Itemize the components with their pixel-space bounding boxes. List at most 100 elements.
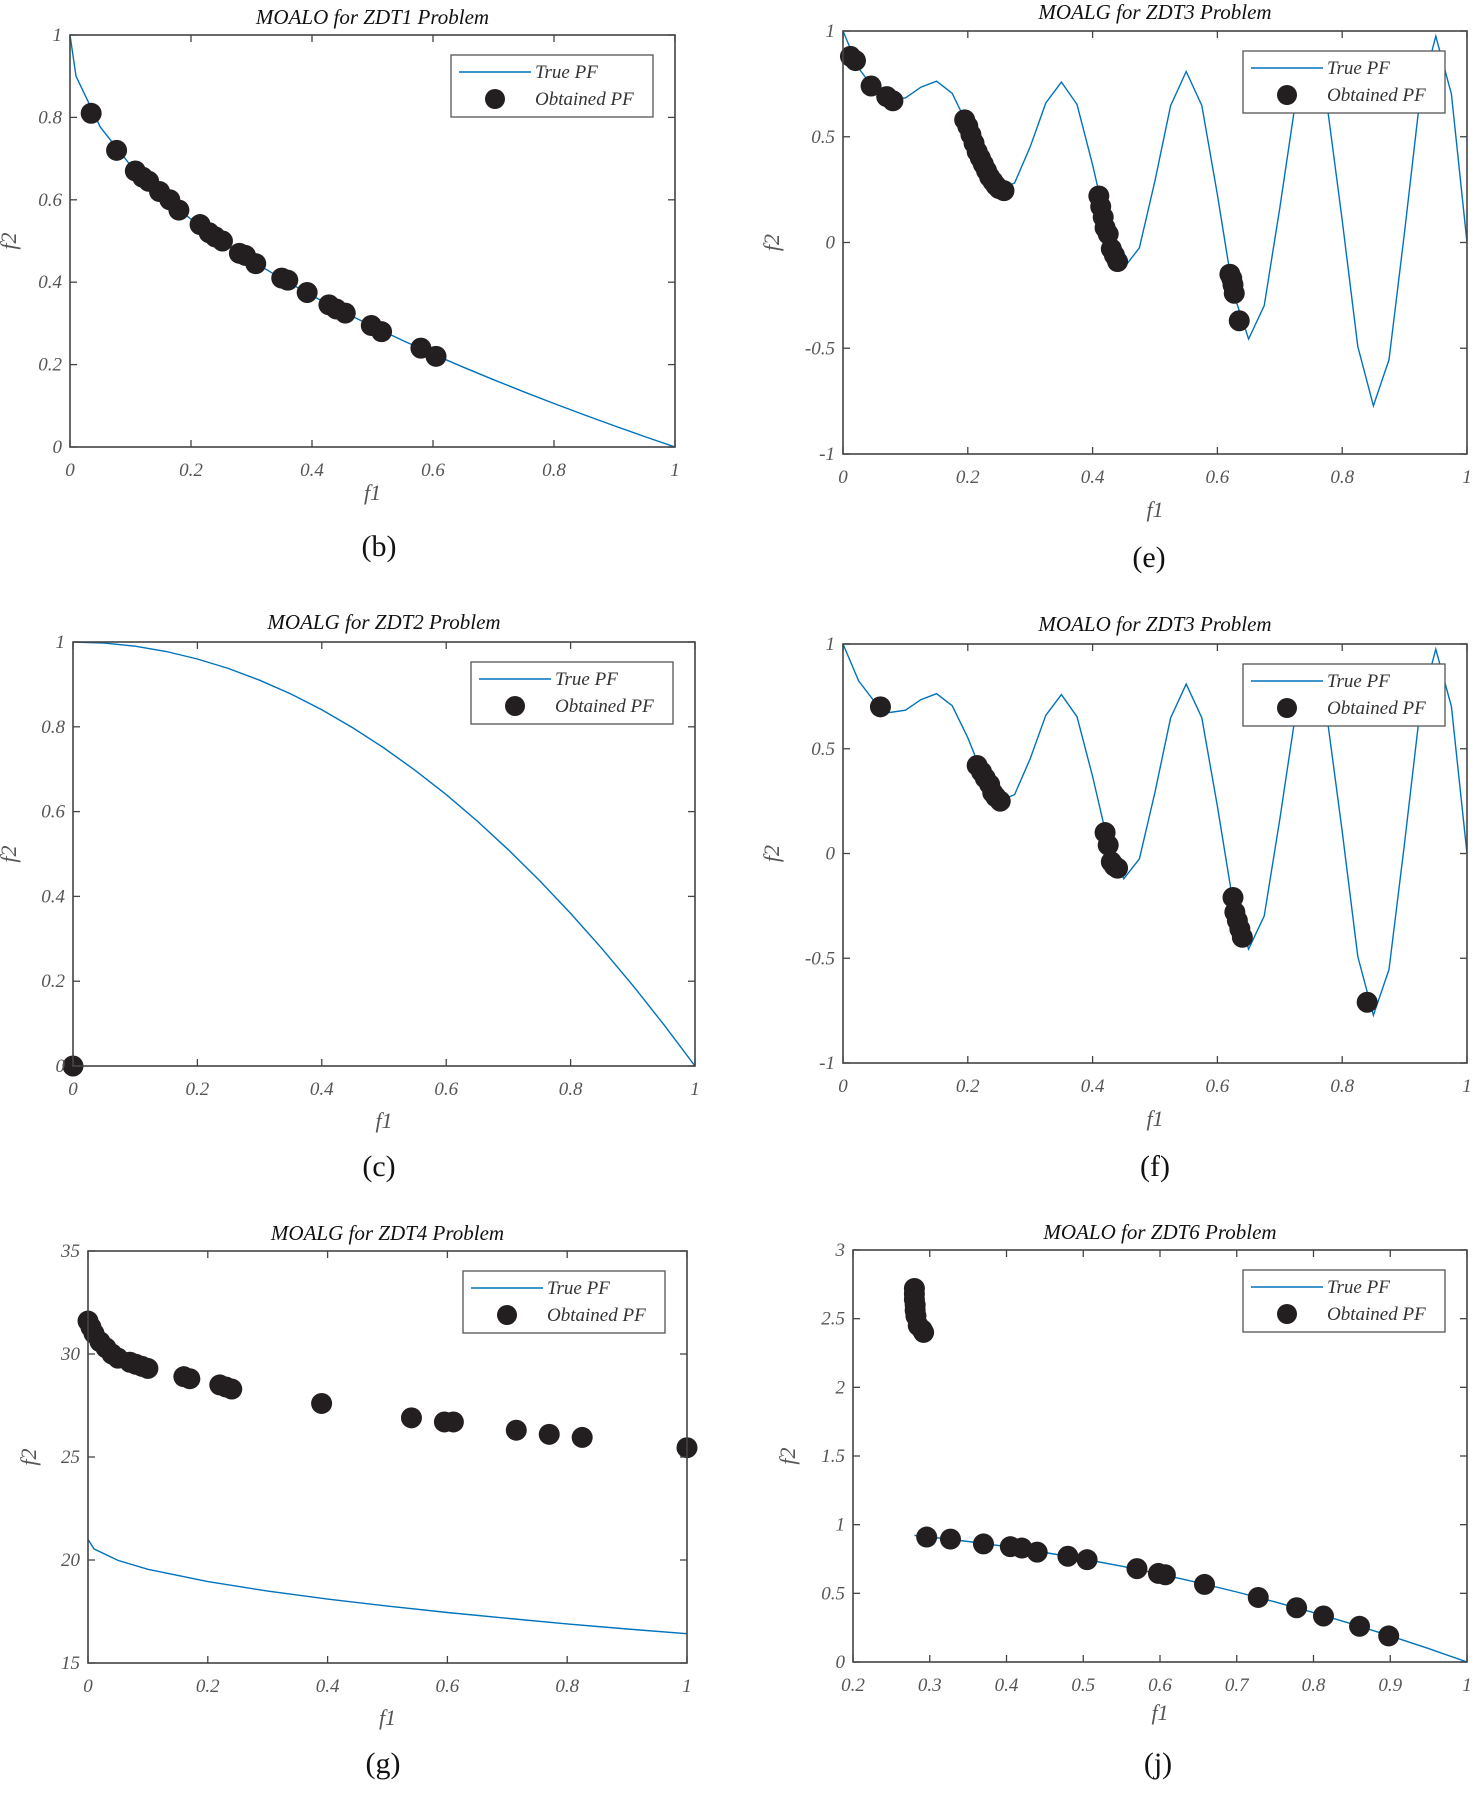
x-tick-label: 0.6 <box>1206 467 1230 488</box>
obtained-pf-point <box>844 50 866 72</box>
obtained-pf-point <box>277 269 299 291</box>
axes-box <box>69 34 676 448</box>
subfigure-label: (b) <box>362 530 397 563</box>
legend-label-true-pf: True PF <box>535 62 598 83</box>
x-tick-label: 1 <box>1462 467 1472 488</box>
y-tick-label: 1 <box>826 634 836 655</box>
obtained-pf-point <box>1194 1573 1216 1595</box>
obtained-pf-point <box>334 302 356 324</box>
x-tick-label: 0.9 <box>1378 1675 1402 1696</box>
x-tick-label: 0.6 <box>436 1676 460 1697</box>
obtained-pf-point <box>1223 282 1245 304</box>
chart-title: MOALO for ZDT1 Problem <box>255 5 489 29</box>
obtained-pf-point <box>1076 1549 1098 1571</box>
x-tick-label: 0.4 <box>316 1676 340 1697</box>
y-tick-label: 30 <box>60 1344 81 1365</box>
x-tick-label: 0.8 <box>1330 1076 1354 1097</box>
legend-box <box>450 54 654 118</box>
legend: True PF Obtained PF <box>470 661 674 725</box>
legend-marker-swatch <box>1277 1304 1297 1324</box>
subplot-c: MOALG for ZDT2 Problem 0 0.2 0.4 0.6 0.8 1 0 0.2… <box>0 610 700 1183</box>
legend-marker-swatch <box>1277 85 1297 105</box>
obtained-pf-point <box>1247 1586 1269 1608</box>
x-axis-label: f1 <box>379 1705 396 1730</box>
y-tick-label: 0.8 <box>41 717 65 738</box>
y-tick-label: 1 <box>56 632 66 653</box>
obtained-pf-point <box>106 139 128 161</box>
x-tick-label: 0.6 <box>1206 1076 1230 1097</box>
y-tick-label: -1 <box>819 1053 835 1074</box>
chart-title: MOALO for ZDT3 Problem <box>1037 612 1271 636</box>
x-tick-label: 0.3 <box>918 1675 942 1696</box>
obtained-pf-point <box>916 1526 938 1548</box>
x-tick-label: 0.8 <box>555 1676 579 1697</box>
obtained-pf-point <box>1312 1605 1334 1627</box>
obtained-pf-point <box>442 1411 464 1433</box>
y-tick-label: 0.2 <box>38 355 62 376</box>
x-tick-label: 0.6 <box>421 460 445 481</box>
obtained-pf-point <box>296 282 318 303</box>
x-tick-label: 0.8 <box>542 460 566 481</box>
x-axis-label: f1 <box>375 1108 392 1133</box>
obtained-pf-point <box>1356 991 1378 1013</box>
legend-label-true-pf: True PF <box>1327 58 1390 79</box>
obtained-pf-point <box>860 75 882 97</box>
y-tick-label: 35 <box>60 1241 80 1262</box>
subplot-e: MOALG for ZDT3 Problem 0 0.2 0.4 0.6 0.8 1 -1 -0… <box>759 0 1472 574</box>
obtained-pf-point <box>1097 834 1119 856</box>
obtained-pf-point <box>400 1407 422 1429</box>
y-tick-label: 15 <box>61 1653 80 1674</box>
y-tick-label: 0.4 <box>38 272 62 293</box>
subfigure-label: (j) <box>1144 1747 1172 1780</box>
subfigure-label: (f) <box>1140 1150 1170 1183</box>
y-tick-label: 0 <box>56 1056 66 1077</box>
y-tick-label: 2 <box>836 1377 846 1398</box>
obtained-pf-point <box>989 790 1011 812</box>
subfigure-label: (c) <box>362 1150 395 1183</box>
y-tick-label: 0 <box>53 437 63 458</box>
legend: True PF Obtained PF <box>1242 50 1446 114</box>
x-tick-label: 0 <box>68 1079 78 1100</box>
y-tick-label: 0.5 <box>811 739 835 760</box>
y-axis-label: f2 <box>0 232 21 249</box>
legend-label-obtained-pf: Obtained PF <box>1327 698 1426 719</box>
y-tick-label: 0 <box>826 844 836 865</box>
obtained-pf-point <box>179 1368 201 1390</box>
legend-label-obtained-pf: Obtained PF <box>547 1305 646 1326</box>
legend: True PF Obtained PF <box>462 1270 666 1334</box>
x-axis-label: f1 <box>364 480 381 505</box>
obtained-pf-point <box>1228 310 1250 332</box>
x-tick-label: 0 <box>65 460 75 481</box>
axes-box <box>72 641 696 1067</box>
y-axis-label: f2 <box>759 845 784 862</box>
x-tick-label: 0.2 <box>179 460 203 481</box>
x-tick-label: 1 <box>682 1676 692 1697</box>
x-tick-label: 0.6 <box>434 1079 458 1100</box>
y-tick-label: 3 <box>835 1240 846 1261</box>
y-tick-label: 0.2 <box>41 971 65 992</box>
legend-label-true-pf: True PF <box>1327 671 1390 692</box>
y-tick-label: -0.5 <box>805 338 835 359</box>
x-tick-label: 1 <box>1462 1675 1472 1696</box>
x-tick-label: 0.8 <box>559 1079 583 1100</box>
obtained-pf-point <box>1107 251 1129 273</box>
obtained-pf-point <box>1026 1541 1048 1563</box>
legend: True PF Obtained PF <box>1242 663 1446 727</box>
legend-label-obtained-pf: Obtained PF <box>555 696 654 717</box>
x-tick-label: 0 <box>838 467 848 488</box>
y-axis-label: f2 <box>775 1447 800 1464</box>
subfigure-label: (g) <box>366 1747 401 1780</box>
x-tick-label: 1 <box>670 460 680 481</box>
x-tick-label: 0.4 <box>300 460 324 481</box>
subfigure-label: (e) <box>1132 541 1165 574</box>
legend-label-true-pf: True PF <box>547 1278 610 1299</box>
obtained-pf-point <box>1378 1625 1400 1647</box>
legend-label-obtained-pf: Obtained PF <box>1327 1304 1426 1325</box>
legend-marker-swatch <box>485 89 505 109</box>
obtained-pf-point <box>137 1357 159 1379</box>
obtained-pf-point <box>425 345 447 367</box>
x-tick-label: 0.4 <box>995 1675 1019 1696</box>
legend-marker-swatch <box>1277 698 1297 718</box>
x-tick-label: 0.4 <box>1081 1076 1105 1097</box>
x-axis-label: f1 <box>1146 1106 1163 1131</box>
